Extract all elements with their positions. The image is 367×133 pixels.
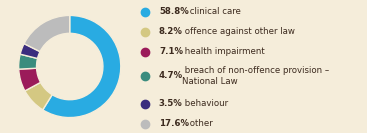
Wedge shape — [24, 15, 70, 52]
Text: health impairment: health impairment — [182, 47, 264, 56]
Text: 58.8%: 58.8% — [159, 7, 189, 16]
Text: 17.6%: 17.6% — [159, 119, 189, 128]
Text: 8.2%: 8.2% — [159, 27, 183, 36]
Text: 3.5%: 3.5% — [159, 99, 183, 108]
Text: 4.7%: 4.7% — [159, 71, 183, 80]
Wedge shape — [43, 15, 121, 118]
Wedge shape — [20, 44, 40, 59]
Text: offence against other law: offence against other law — [182, 27, 294, 36]
Wedge shape — [19, 54, 37, 69]
Wedge shape — [19, 68, 41, 91]
Wedge shape — [25, 82, 52, 110]
Text: other: other — [187, 119, 212, 128]
Text: clinical care: clinical care — [187, 7, 240, 16]
Text: breach of non-offence provision –
National Law: breach of non-offence provision – Nation… — [182, 66, 329, 86]
Text: behaviour: behaviour — [182, 99, 228, 108]
Text: 7.1%: 7.1% — [159, 47, 183, 56]
